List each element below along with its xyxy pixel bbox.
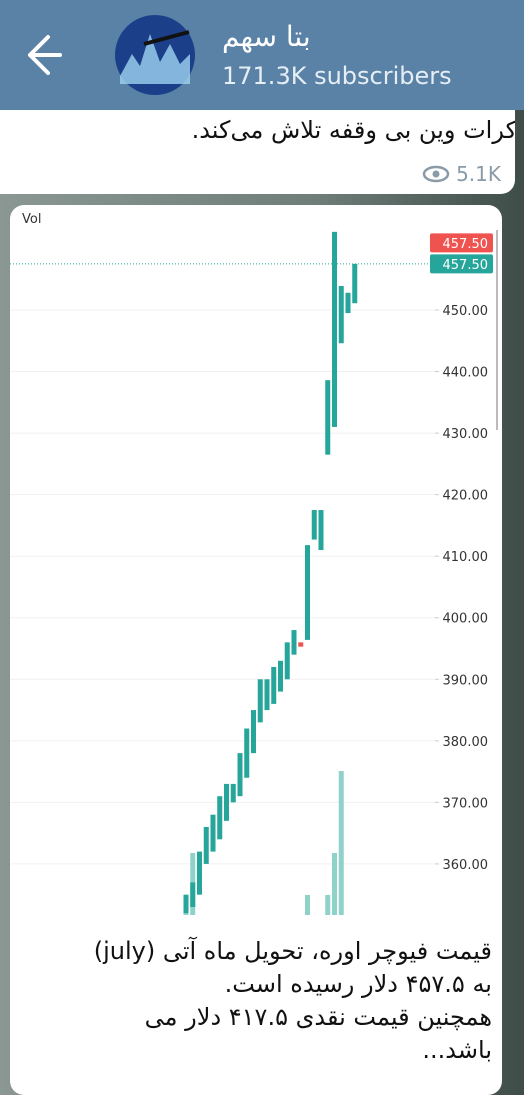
candle-body bbox=[190, 882, 196, 907]
candle-body bbox=[298, 642, 304, 647]
candle-body bbox=[325, 380, 331, 455]
channel-avatar[interactable] bbox=[114, 14, 196, 96]
chart: Vol 360.00 370.00 380.00 390.00 400.00 410.00… bbox=[10, 212, 498, 915]
price-label-box bbox=[430, 233, 493, 253]
y-tick-label: 450.00 bbox=[443, 304, 489, 319]
candle-body bbox=[230, 783, 236, 803]
candle-body bbox=[203, 826, 209, 864]
candle-body bbox=[291, 630, 297, 655]
y-tick-label: 430.00 bbox=[443, 427, 489, 442]
caption: قیمت فیوچر اوره، تحویل ماه آتی (july) به … bbox=[10, 935, 502, 1067]
volume-bar bbox=[305, 895, 310, 915]
y-tick-label: 360.00 bbox=[443, 858, 489, 873]
header: بتا سهم 171.3K subscribers bbox=[0, 0, 524, 110]
candle-body bbox=[237, 753, 243, 797]
volume-bar bbox=[332, 853, 337, 915]
candle-body bbox=[311, 510, 317, 540]
candle-body bbox=[271, 666, 277, 704]
subscriber-count: 171.3K subscribers bbox=[222, 62, 452, 90]
views: 5.1K bbox=[456, 162, 501, 186]
view-count: 5.1K bbox=[422, 162, 501, 186]
candle-body bbox=[257, 679, 263, 723]
previous-message: کرات وین بی وقفه تلاش می‌کند. 5.1K bbox=[0, 110, 515, 194]
y-tick-label: 410.00 bbox=[443, 550, 489, 565]
candle-body bbox=[284, 642, 290, 680]
candle-body bbox=[264, 679, 270, 711]
back-button[interactable] bbox=[12, 25, 72, 85]
candle-body bbox=[210, 814, 216, 852]
candle-body bbox=[305, 545, 310, 640]
candle-body bbox=[197, 851, 202, 895]
candle-body bbox=[345, 292, 351, 314]
message-text: کرات وین بی وقفه تلاش می‌کند. bbox=[191, 116, 515, 144]
price-label-box bbox=[430, 254, 493, 274]
y-tick-label: 390.00 bbox=[443, 673, 489, 688]
candle-body bbox=[251, 710, 256, 754]
caption-line: قیمت فیوچر اوره، تحویل ماه آتی (july) bbox=[93, 937, 492, 965]
volume-bar bbox=[325, 895, 331, 915]
candle-body bbox=[352, 263, 358, 304]
caption-line: همچنین قیمت نقدی ۴۱۷.۵ دلار می bbox=[144, 1003, 492, 1031]
caption-line: باشد... bbox=[422, 1036, 492, 1064]
y-tick-label: 400.00 bbox=[443, 612, 489, 627]
volume-bar bbox=[338, 771, 344, 915]
price-label: 457.50 bbox=[443, 258, 489, 273]
candle-body bbox=[318, 510, 324, 551]
chart-label: Vol bbox=[22, 212, 41, 227]
channel-title: بتا سهم bbox=[222, 20, 311, 53]
candle-body bbox=[183, 894, 189, 914]
y-tick-label: 370.00 bbox=[443, 796, 489, 811]
candle-body bbox=[278, 660, 283, 692]
candle-body bbox=[338, 286, 344, 344]
caption-line: به ۴۵۷.۵ دلار رسیده است. bbox=[224, 970, 492, 998]
candle-body bbox=[332, 231, 337, 427]
y-tick-label: 440.00 bbox=[443, 366, 489, 381]
eye-icon bbox=[422, 165, 449, 183]
candle-body bbox=[224, 783, 229, 821]
price-label: 457.50 bbox=[443, 237, 489, 252]
candle-body bbox=[217, 796, 223, 840]
message-bubble: Vol 360.00 370.00 380.00 390.00 400.00 410.00… bbox=[10, 205, 502, 1095]
y-tick-label: 380.00 bbox=[443, 735, 489, 750]
candle-body bbox=[244, 728, 250, 778]
y-tick-label: 420.00 bbox=[443, 489, 489, 504]
